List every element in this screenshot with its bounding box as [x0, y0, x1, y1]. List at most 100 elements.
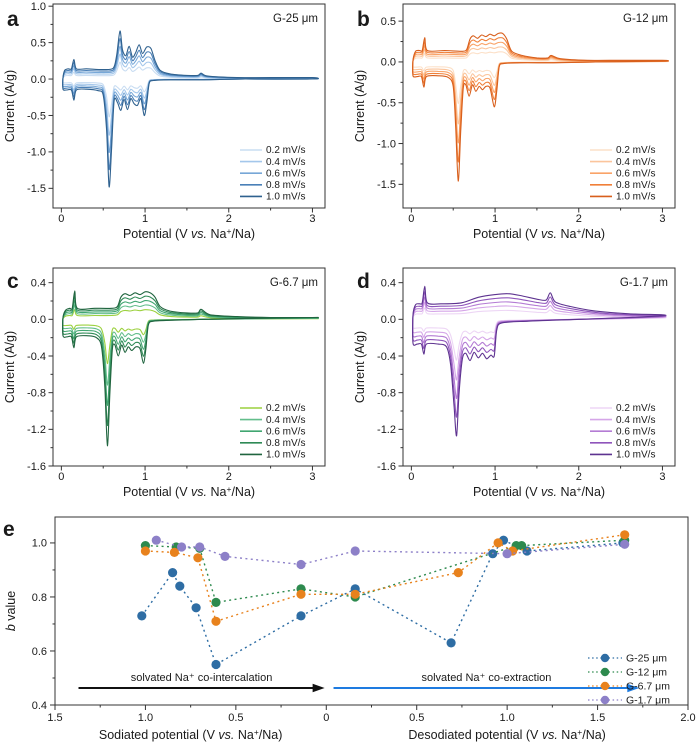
panel-d: 0 1 2 3 0.4 0.0 -0.4 -0.8 -1.2 -1.6 Current (A/g) P…	[353, 267, 676, 499]
legend-label: 0.4 mV/s	[616, 415, 655, 426]
x-tick-label: 2.0	[680, 712, 695, 724]
data-point	[211, 597, 221, 608]
legend-label: 0.8 mV/s	[266, 180, 305, 191]
legend-label: 0.8 mV/s	[266, 438, 305, 449]
series-line-G-6.7μm	[145, 534, 625, 623]
y-axis-label: b value	[4, 591, 18, 631]
y-tick-label: 0.4	[31, 277, 46, 289]
y-tick-label: -0.8	[27, 387, 46, 399]
axes-box	[402, 267, 676, 467]
y-tick-label: 0.0	[31, 74, 46, 86]
panel-c: 0 1 2 3 0.4 0.0 -0.4 -0.8 -1.2 -1.6 Current (A/g) P…	[3, 267, 326, 499]
data-point	[169, 547, 179, 558]
data-point	[191, 603, 201, 613]
data-point	[168, 568, 178, 578]
annotation-arrow-head	[627, 683, 640, 693]
panel-letter-d: d	[357, 270, 370, 293]
legend-label: G-6.7 μm	[626, 681, 670, 693]
y-tick-label: -0.4	[377, 351, 396, 363]
y-tick-label: -1.2	[27, 424, 46, 436]
x-axis-label: Potential (V vs. Na+/Na)	[123, 484, 255, 499]
y-tick-label: 0.6	[32, 646, 47, 658]
cv-curves-d	[412, 285, 667, 437]
sample-label: G-6.7 μm	[270, 277, 318, 289]
cv-curve-a-0.4mV/s	[62, 53, 319, 136]
axes-box	[52, 267, 326, 467]
data-point	[151, 535, 161, 545]
cv-curve-a-0.6mV/s	[62, 45, 319, 153]
x-tick-label: 2	[226, 471, 232, 483]
legend-label: 1.0 mV/s	[266, 192, 305, 203]
data-point	[493, 538, 503, 548]
y-tick-label: -1.2	[377, 424, 396, 436]
x-tick-label: 0	[58, 213, 64, 225]
x-tick-label: 1.0	[499, 712, 514, 724]
data-point	[175, 581, 185, 591]
x-tick-label: 1	[492, 471, 498, 483]
data-point	[620, 539, 630, 549]
y-tick-label: 0.5	[31, 37, 46, 49]
y-tick-label: -1.5	[377, 179, 396, 191]
x-tick-label: 1.0	[138, 712, 153, 724]
axes-box	[402, 3, 676, 209]
x-tick-label: 3	[659, 213, 665, 225]
sample-label: G-1.7 μm	[620, 277, 668, 289]
legend-marker	[600, 653, 610, 663]
y-tick-label: 0.4	[381, 277, 396, 289]
cv-curves-c	[62, 290, 319, 447]
annotation-arrow-head	[312, 683, 325, 693]
x-tick-label: 1	[142, 213, 148, 225]
panel-e: 0.4 0.6 0.8 1.0 1.5 1.0 0.5 0 0.5 1.0 1.5 2.0 Sodiat…	[4, 516, 696, 742]
y-tick-label: -1.6	[27, 461, 46, 473]
y-tick-label: 0.0	[381, 57, 396, 69]
data-point	[350, 589, 360, 599]
x-tick-label: 0.5	[409, 712, 424, 724]
y-tick-label: -1.5	[27, 183, 46, 195]
data-point	[296, 559, 306, 570]
data-point	[137, 611, 147, 621]
cv-curve-d-1.0mV/s	[412, 285, 667, 437]
cv-curves-a	[62, 30, 319, 188]
legend-marker	[600, 667, 610, 677]
axes-box	[52, 3, 326, 209]
panel-b: 0 1 2 3 0.5 0.0 -0.5 -1.0 -1.5 Current (A/g) Poten…	[353, 3, 676, 241]
data-point	[140, 546, 150, 556]
data-point	[446, 638, 456, 648]
legend-label: 0.4 mV/s	[616, 157, 655, 168]
sample-label: G-12 μm	[623, 13, 668, 25]
x-tick-label: 0	[323, 712, 329, 724]
y-tick-label: -1.0	[27, 147, 46, 159]
y-tick-label: 0.8	[32, 592, 47, 604]
cv-curve-d-0.8mV/s	[412, 291, 667, 418]
y-tick-label: 0.4	[32, 700, 47, 712]
x-tick-label: 3	[309, 471, 315, 483]
x-axis-label: Potential (V vs. Na+/Na)	[123, 226, 255, 241]
legend-label: 0.2 mV/s	[266, 403, 305, 414]
y-tick-label: 0.5	[381, 16, 396, 28]
data-point	[517, 541, 527, 551]
y-tick-label: -1.0	[377, 138, 396, 150]
legend-label: 1.0 mV/s	[616, 450, 655, 461]
legend-label: 1.0 mV/s	[266, 450, 305, 461]
cv-curve-c-1.0mV/s	[62, 290, 319, 447]
y-tick-label: 1.0	[31, 1, 46, 13]
x-tick-label: 1.5	[47, 712, 62, 724]
data-point	[350, 546, 360, 556]
cv-curve-a-1.0mV/s	[62, 30, 319, 188]
legend-label: 0.8 mV/s	[616, 180, 655, 191]
y-axis-label: Current (A/g)	[3, 331, 17, 403]
x-tick-label: 3	[659, 471, 665, 483]
x-tick-label: 0	[408, 471, 414, 483]
sample-label: G-25 μm	[273, 13, 318, 25]
y-axis-label: Current (A/g)	[3, 70, 17, 142]
y-tick-label: -0.5	[377, 98, 396, 110]
legend-label: 0.2 mV/s	[266, 145, 305, 156]
x-tick-label: 0	[58, 471, 64, 483]
y-tick-label: -0.4	[27, 351, 46, 363]
x-tick-label: 0	[408, 213, 414, 225]
data-point	[195, 542, 205, 552]
data-point	[296, 611, 306, 621]
legend-label: 0.6 mV/s	[616, 426, 655, 437]
legend-label: 0.4 mV/s	[266, 415, 305, 426]
